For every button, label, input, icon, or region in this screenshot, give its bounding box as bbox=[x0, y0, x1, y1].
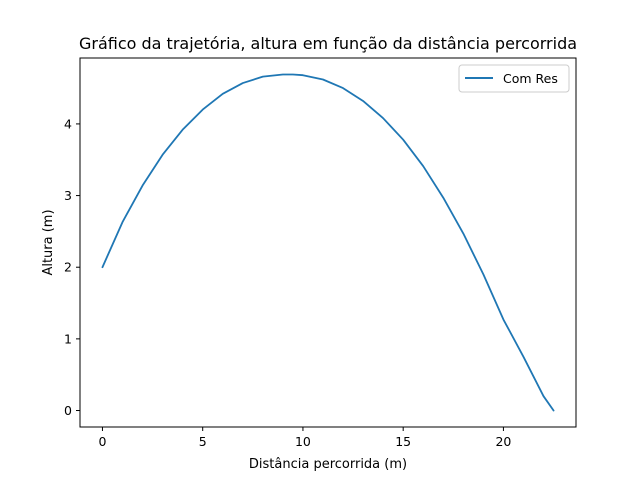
y-axis-label: Altura (m) bbox=[41, 209, 56, 275]
y-tick-label: 0 bbox=[64, 403, 72, 418]
x-tick-label: 15 bbox=[395, 434, 411, 449]
x-tick-label: 0 bbox=[98, 434, 106, 449]
chart-title: Gráfico da trajetória, altura em função … bbox=[79, 34, 577, 53]
x-tick-label: 5 bbox=[199, 434, 207, 449]
x-tick-label: 10 bbox=[295, 434, 311, 449]
y-tick-label: 4 bbox=[64, 116, 72, 131]
legend-label-com-res: Com Res bbox=[503, 71, 558, 86]
legend: Com Res bbox=[458, 64, 570, 93]
plot-area bbox=[80, 58, 576, 427]
series-line-com-res bbox=[101, 73, 555, 412]
y-tick-label: 1 bbox=[64, 331, 72, 346]
y-tick-label: 3 bbox=[64, 188, 72, 203]
axes-frame bbox=[79, 57, 577, 428]
x-axis-label: Distância percorrida (m) bbox=[249, 457, 407, 472]
x-tick-label: 20 bbox=[495, 434, 511, 449]
y-tick-label: 2 bbox=[64, 260, 72, 275]
legend-box bbox=[458, 64, 570, 93]
